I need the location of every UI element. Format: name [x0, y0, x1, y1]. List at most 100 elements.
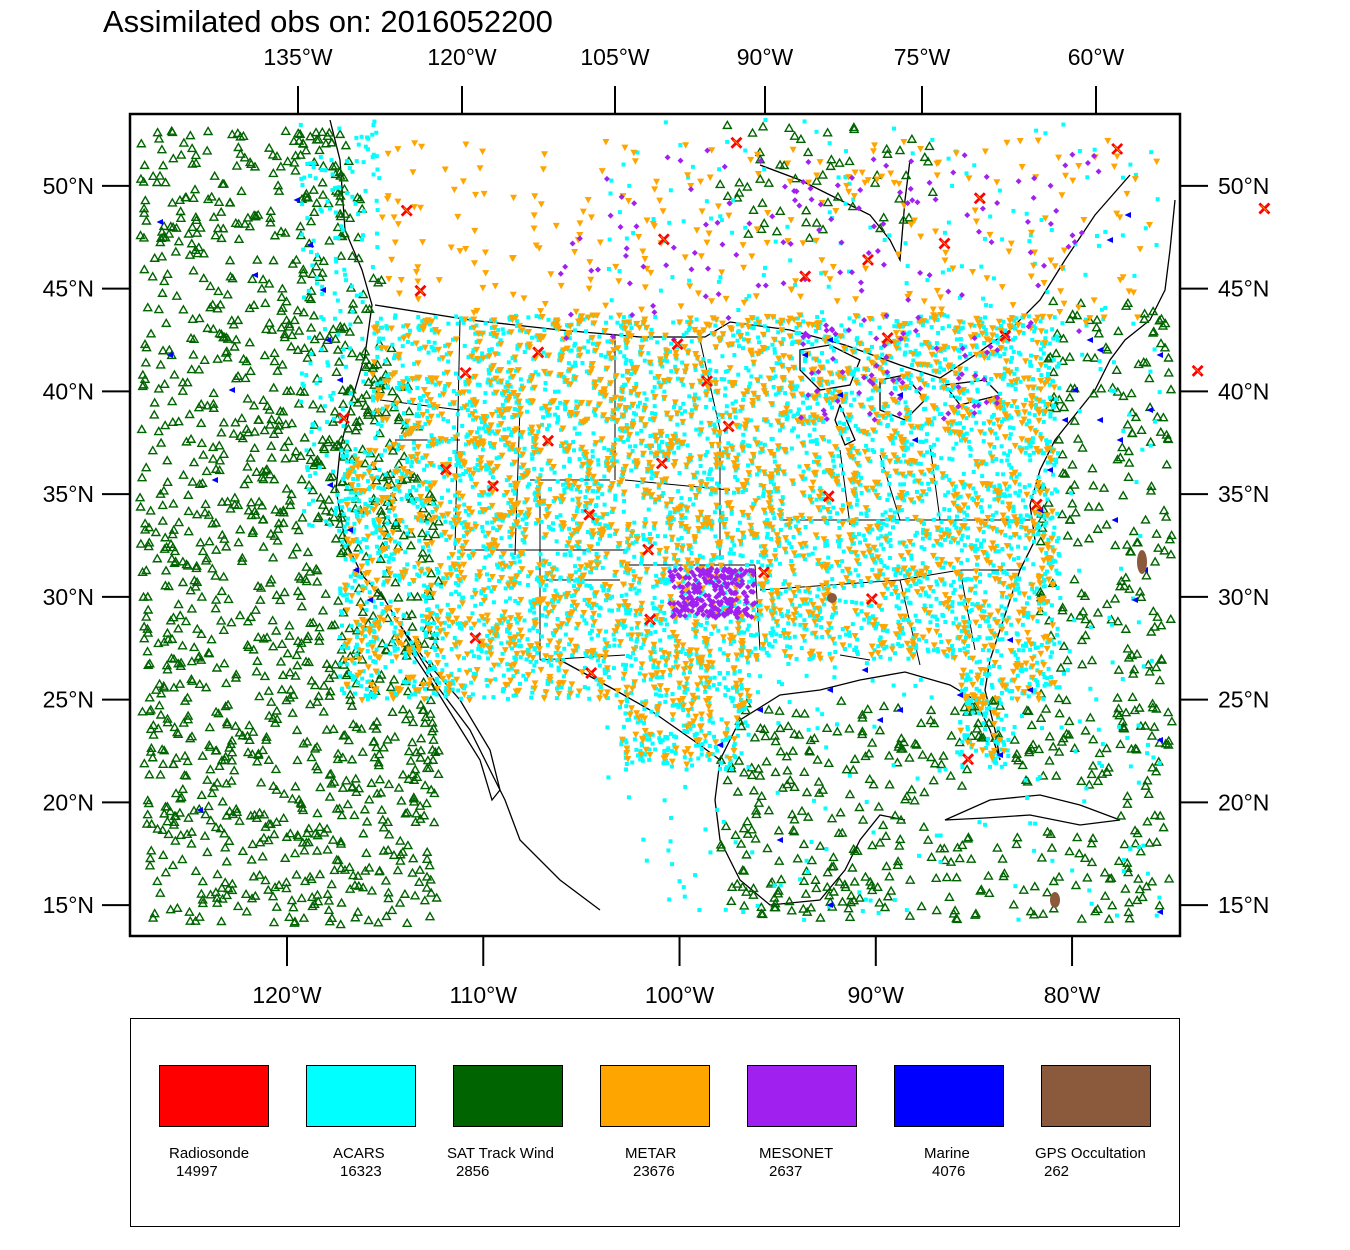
- acars-point: [854, 645, 859, 650]
- sat-track-wind-point: [1067, 498, 1078, 508]
- acars-point: [689, 663, 694, 668]
- acars-point: [638, 612, 643, 617]
- sat-track-wind-point: [226, 129, 238, 139]
- sat-track-wind-point: [1107, 900, 1118, 910]
- acars-point: [511, 555, 516, 560]
- sat-track-wind-point: [272, 365, 283, 375]
- acars-point: [403, 655, 408, 660]
- sat-track-wind-point: [202, 126, 214, 136]
- sat-track-wind-point: [1166, 530, 1177, 540]
- sat-track-wind-point: [210, 463, 222, 473]
- sat-track-wind-point: [763, 805, 775, 815]
- sat-track-wind-point: [1122, 297, 1134, 308]
- acars-point: [665, 735, 670, 740]
- sat-track-wind-point: [146, 742, 157, 752]
- acars-point: [961, 320, 966, 325]
- acars-point: [718, 766, 723, 771]
- acars-point: [1014, 474, 1019, 479]
- acars-point: [883, 454, 888, 459]
- acars-point: [369, 473, 374, 478]
- acars-point: [670, 717, 675, 722]
- acars-point: [597, 536, 602, 541]
- sat-track-wind-point: [915, 717, 927, 728]
- sat-track-wind-point: [347, 250, 358, 261]
- sat-track-wind-point: [1092, 607, 1104, 617]
- acars-point: [1055, 586, 1060, 591]
- acars-point: [1042, 513, 1047, 518]
- acars-point: [802, 601, 807, 606]
- acars-point: [1020, 498, 1025, 503]
- sat-track-wind-point: [354, 194, 366, 204]
- acars-point: [369, 673, 374, 678]
- sat-track-wind-point: [281, 296, 292, 306]
- acars-point: [658, 621, 663, 626]
- acars-point: [451, 337, 456, 342]
- acars-point: [969, 577, 974, 582]
- acars-point: [1028, 353, 1033, 358]
- sat-track-wind-point: [828, 852, 839, 862]
- sat-track-wind-point: [307, 268, 318, 278]
- acars-point: [912, 500, 917, 505]
- acars-point: [778, 527, 783, 532]
- acars-point: [539, 634, 544, 639]
- sat-track-wind-point: [136, 424, 147, 434]
- acars-point: [461, 472, 466, 477]
- acars-point: [377, 557, 382, 562]
- sat-track-wind-point: [1101, 519, 1112, 529]
- acars-point: [962, 517, 967, 522]
- sat-track-wind-point: [242, 747, 254, 757]
- acars-point: [979, 544, 984, 549]
- sat-track-wind-point: [214, 455, 226, 465]
- acars-point: [487, 431, 492, 436]
- sat-track-wind-point: [925, 752, 937, 762]
- sat-track-wind-point: [147, 912, 159, 922]
- sat-track-wind-point: [906, 133, 918, 143]
- sat-track-wind-point: [194, 478, 206, 489]
- acars-point: [640, 743, 645, 748]
- sat-track-wind-point: [232, 370, 244, 380]
- acars-point: [624, 345, 629, 350]
- sat-track-wind-point: [271, 151, 283, 161]
- acars-point: [714, 612, 719, 617]
- acars-point: [1023, 450, 1028, 455]
- sat-track-wind-point: [235, 148, 246, 158]
- acars-point: [457, 604, 462, 609]
- sat-track-wind-point: [161, 660, 173, 670]
- acars-point: [852, 397, 857, 402]
- acars-point: [446, 419, 451, 424]
- sat-track-wind-point: [360, 865, 371, 875]
- sat-track-wind-point: [182, 560, 194, 570]
- sat-track-wind-point: [418, 503, 429, 513]
- sat-track-wind-point: [311, 845, 323, 855]
- sat-track-wind-point: [1057, 605, 1068, 615]
- sat-track-wind-point: [1139, 313, 1150, 323]
- sat-track-wind-point: [845, 897, 857, 907]
- sat-track-wind-point: [336, 323, 347, 333]
- acars-point: [497, 455, 502, 460]
- sat-track-wind-point: [159, 378, 170, 388]
- acars-point: [447, 624, 452, 629]
- sat-track-wind-point: [1147, 762, 1158, 772]
- acars-point: [892, 324, 897, 329]
- sat-track-wind-point: [166, 125, 177, 135]
- sat-track-wind-point: [1088, 734, 1099, 744]
- sat-track-wind-point: [1037, 908, 1049, 918]
- acars-point: [577, 457, 582, 462]
- acars-point: [466, 512, 471, 517]
- acars-point: [411, 645, 416, 650]
- sat-track-wind-point: [362, 407, 373, 417]
- acars-point: [453, 541, 458, 546]
- sat-track-wind-point: [406, 609, 418, 619]
- acars-point: [623, 382, 628, 387]
- acars-point: [895, 595, 900, 600]
- sat-track-wind-point: [1008, 899, 1019, 909]
- sat-track-wind-point: [241, 356, 252, 366]
- acars-point: [410, 341, 415, 346]
- acars-point: [604, 458, 609, 463]
- sat-track-wind-point: [326, 879, 337, 889]
- acars-point: [636, 588, 641, 593]
- acars-point: [653, 686, 658, 691]
- acars-point: [480, 525, 485, 530]
- acars-point: [515, 632, 520, 637]
- acars-point: [484, 650, 489, 655]
